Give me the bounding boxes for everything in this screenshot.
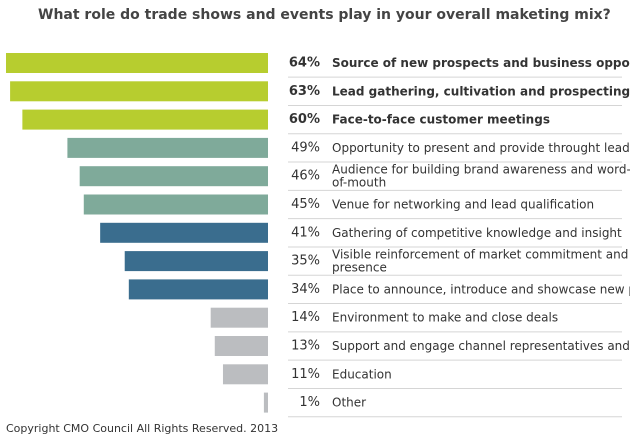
bar (67, 137, 268, 158)
bar (128, 279, 268, 300)
category-label: Gathering of competitive knowledge and i… (332, 225, 622, 239)
value-label: 64% (289, 56, 320, 71)
bar (214, 336, 268, 356)
category-label: Opportunity to present and provide throu… (332, 140, 630, 154)
bar (100, 222, 268, 243)
bar (10, 81, 268, 102)
value-label: 13% (291, 339, 320, 354)
category-label: Other (332, 395, 366, 409)
category-label: Audience for building brand awareness an… (332, 162, 630, 189)
value-label: 46% (291, 169, 320, 184)
category-label: Source of new prospects and business opp… (332, 56, 630, 70)
category-label: Support and engage channel representativ… (332, 339, 630, 353)
category-label: Face-to-face customer meetings (332, 112, 550, 126)
bar (263, 392, 268, 413)
category-label: Place to announce, introduce and showcas… (332, 282, 630, 296)
category-label: Venue for networking and lead qualificat… (332, 197, 594, 211)
bar (22, 109, 268, 130)
chart-title: What role do trade shows and events play… (38, 7, 611, 23)
value-label: 49% (291, 140, 320, 155)
category-label: Environment to make and close deals (332, 310, 558, 324)
category-label: Visible reinforcement of market commitme… (332, 247, 628, 274)
value-label: 11% (291, 367, 320, 382)
value-label: 14% (291, 310, 320, 325)
value-label: 35% (291, 254, 320, 269)
bar (210, 307, 268, 328)
value-label: 41% (291, 225, 320, 240)
bar (124, 251, 268, 272)
category-label: Education (332, 367, 392, 381)
value-label: 45% (291, 197, 320, 212)
bar (222, 364, 268, 385)
footnote: Copyright CMO Council All Rights Reserve… (6, 422, 278, 435)
value-label: 34% (291, 282, 320, 297)
bar (83, 194, 268, 215)
bar (79, 166, 268, 187)
category-label: Lead gathering, cultivation and prospect… (332, 84, 630, 98)
bar (6, 53, 268, 73)
value-label: 1% (299, 395, 320, 410)
value-label: 60% (289, 112, 320, 127)
value-label: 63% (289, 84, 320, 99)
